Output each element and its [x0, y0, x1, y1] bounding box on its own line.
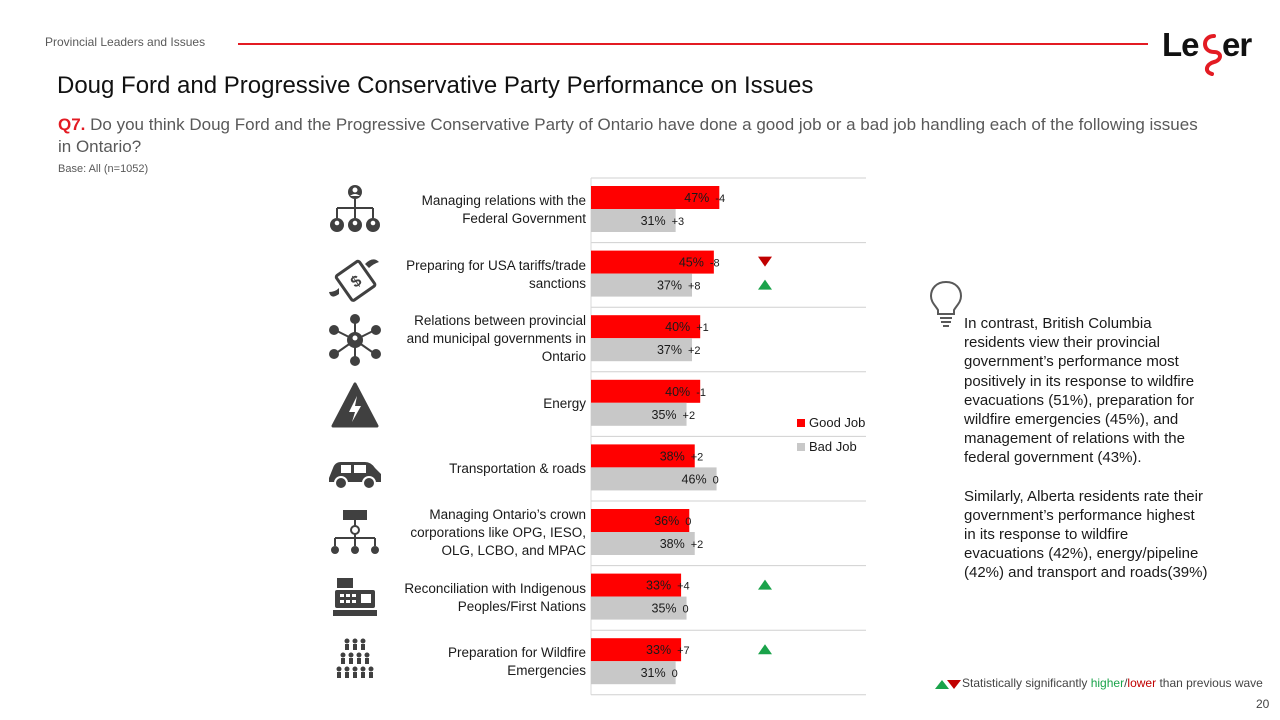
cash-register-icon	[333, 578, 377, 616]
bar-good-job	[591, 573, 682, 597]
significance-footnote: Statistically significantly higher/lower…	[962, 676, 1263, 690]
hierarchy-icon	[331, 510, 379, 554]
footnote-prefix: Statistically significantly	[962, 676, 1091, 690]
question-body: Do you think Doug Ford and the Progressi…	[58, 115, 1198, 156]
bar-bad-job	[591, 338, 693, 362]
data-label: 40%	[665, 385, 690, 399]
change-label: +8	[688, 281, 701, 293]
svg-text:Le: Le	[1162, 26, 1199, 63]
data-label: 47%	[684, 191, 709, 205]
page-title: Doug Ford and Progressive Conservative P…	[57, 72, 814, 99]
energy-warning-icon	[331, 382, 379, 428]
category-label: Preparation for Wildfire Emergencies	[447, 645, 586, 679]
change-label: +1	[696, 322, 709, 334]
data-label: 37%	[657, 279, 682, 293]
change-label: -4	[715, 193, 725, 205]
callout-paragraph-bc: In contrast, British Columbia residents …	[964, 315, 1195, 467]
base-note: Base: All (n=1052)	[58, 163, 149, 175]
people-group-icon	[336, 638, 374, 678]
bar-bad-job	[591, 596, 687, 620]
significance-up-icon	[758, 279, 772, 290]
car-icon	[329, 462, 381, 490]
change-label: 0	[683, 604, 689, 616]
bar-bad-job	[591, 209, 676, 232]
leger-logo: Le er	[1162, 26, 1253, 76]
legend-bad-job: Bad Job	[797, 439, 857, 454]
change-label: +2	[691, 539, 704, 551]
footnote-slash: /	[1124, 676, 1128, 690]
data-label: 33%	[646, 579, 671, 593]
bar-good-job	[591, 250, 714, 274]
change-label: +7	[677, 645, 690, 657]
legend-good-job: Good Job	[797, 415, 865, 430]
question-number: Q7.	[58, 115, 86, 134]
change-label: -1	[696, 387, 706, 399]
legend-label-good: Good Job	[809, 415, 866, 430]
data-label: 31%	[641, 666, 666, 680]
data-label: 35%	[652, 408, 677, 422]
legend-swatch-bad	[797, 442, 805, 451]
data-label: 31%	[641, 214, 666, 228]
data-label: 38%	[660, 537, 685, 551]
data-label: 45%	[679, 256, 704, 270]
data-label: 40%	[665, 320, 690, 334]
bar-bad-job	[591, 273, 693, 297]
callout-paragraph-ab: Similarly, Alberta residents rate their …	[964, 487, 1208, 582]
category-label: Managing Ontario’s crown corporations lik…	[410, 507, 586, 559]
svg-text:er: er	[1222, 26, 1252, 63]
change-label: +3	[672, 216, 685, 228]
page-number: 20	[1256, 697, 1270, 711]
change-label: +2	[691, 451, 704, 463]
legend-swatch-good	[797, 418, 805, 427]
data-label: 46%	[682, 472, 707, 486]
footnote-suffix: than previous wave	[1156, 676, 1263, 690]
network-icon	[329, 314, 381, 366]
data-label: 35%	[652, 602, 677, 616]
change-label: 0	[713, 474, 719, 486]
change-label: -8	[710, 258, 720, 270]
category-label: Transportation & roads	[449, 460, 586, 476]
category-label: Energy	[543, 396, 586, 412]
significance-arrows-icon	[935, 680, 961, 689]
data-label: 37%	[657, 343, 682, 357]
header-rule	[238, 43, 1148, 45]
question-text: Q7. Do you think Doug Ford and the Progr…	[58, 114, 1208, 158]
org-chart-icon	[330, 185, 380, 232]
significance-up-icon	[758, 644, 772, 655]
bar-bad-job	[591, 467, 717, 491]
section-label: Provincial Leaders and Issues	[45, 35, 206, 49]
category-label: Reconciliation with Indigenous Peoples/Fi…	[404, 580, 586, 614]
change-label: +2	[683, 410, 696, 422]
change-label: 0	[685, 516, 691, 528]
category-label: Relations between provincial and municipa…	[406, 313, 586, 365]
significance-down-icon	[758, 256, 772, 267]
bar-good-job	[591, 315, 701, 339]
money-flying-icon: $	[329, 259, 379, 302]
bar-good-job	[591, 186, 720, 209]
change-label: +4	[677, 581, 690, 593]
bar-bad-job	[591, 532, 695, 555]
bar-bad-job	[591, 661, 676, 685]
data-label: 36%	[654, 514, 679, 528]
bar-good-job	[591, 638, 682, 662]
bar-good-job	[591, 509, 690, 532]
change-label: 0	[672, 668, 678, 680]
data-label: 33%	[646, 643, 671, 657]
data-label: 38%	[660, 449, 685, 463]
category-label: Preparing for USA tariffs/trade sanctions	[406, 257, 586, 291]
change-label: +2	[688, 345, 701, 357]
bar-good-job	[591, 444, 695, 468]
footnote-higher: higher	[1090, 676, 1125, 690]
lightbulb-icon	[929, 280, 963, 327]
significance-up-icon	[758, 579, 772, 590]
bar-bad-job	[591, 402, 687, 426]
legend-label-bad: Bad Job	[809, 439, 857, 454]
footnote-lower: lower	[1127, 676, 1157, 690]
category-label: Managing relations with the Federal Gover…	[421, 193, 586, 227]
callout-text: In contrast, British Columbia residents …	[964, 314, 1209, 602]
bar-good-job	[591, 379, 701, 403]
